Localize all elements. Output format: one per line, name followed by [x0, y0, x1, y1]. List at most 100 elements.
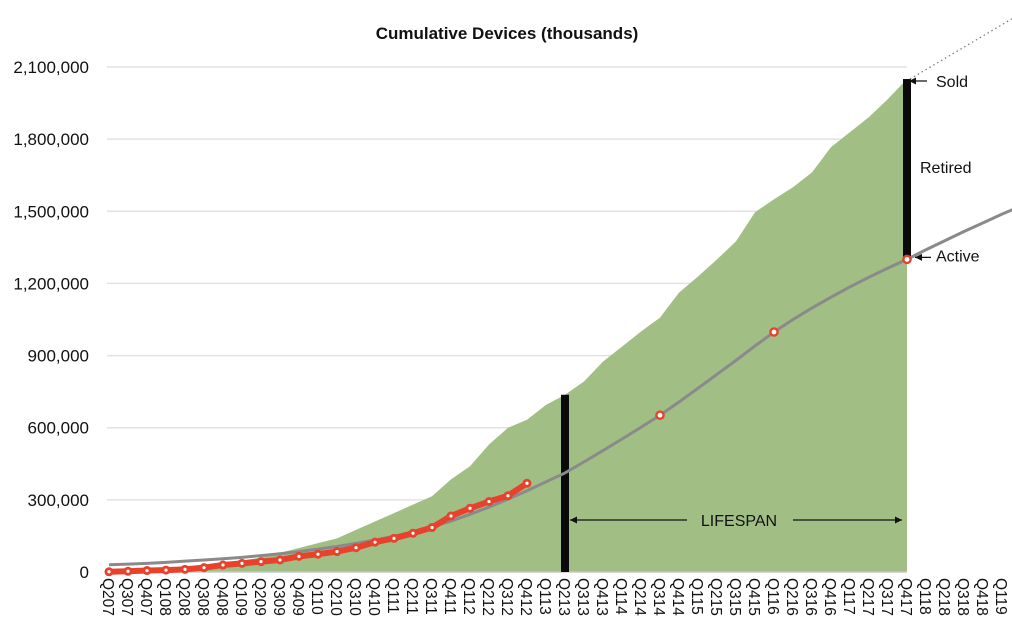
x-tick-label: Q217	[859, 578, 876, 616]
lifespan-bar	[903, 79, 911, 260]
active-point-center	[297, 554, 301, 558]
x-tick-label: Q117	[840, 578, 857, 615]
x-tick-label: Q210	[327, 578, 344, 616]
x-tick-label: Q315	[726, 578, 743, 616]
annotations: Sold Retired Active LIFESPAN	[701, 74, 980, 530]
plot-area	[104, 18, 1012, 577]
active-point-center	[392, 536, 396, 540]
chart-title: Cumulative Devices (thousands)	[376, 24, 639, 43]
x-tick-label: Q114	[612, 578, 629, 615]
y-tick-label: 300,000	[28, 491, 89, 510]
x-tick-label: Q208	[175, 578, 192, 616]
lifespan-label: LIFESPAN	[701, 513, 777, 530]
x-tick-label: Q116	[764, 578, 781, 615]
x-tick-label: Q310	[346, 578, 363, 616]
x-tick-label: Q409	[289, 578, 306, 616]
x-tick-label: Q316	[802, 578, 819, 616]
active-point-center	[487, 499, 491, 504]
x-tick-label: Q110	[308, 578, 325, 615]
active-point-center	[525, 481, 529, 485]
y-axis: 0 300,000 600,000 900,000 1,200,000 1,500,000…	[13, 58, 89, 582]
x-tick-label: Q313	[574, 578, 591, 616]
projection-line	[909, 18, 1012, 80]
active-point-center	[316, 552, 320, 556]
active-point-center	[183, 567, 187, 571]
active-point-center	[449, 514, 453, 518]
lifespan-arrow-left-head	[570, 516, 577, 524]
x-tick-label: Q308	[194, 578, 211, 616]
x-tick-label: Q317	[878, 578, 895, 616]
x-tick-label: Q111	[384, 578, 401, 614]
sold-arrow-head	[909, 77, 916, 85]
active-point	[769, 327, 779, 337]
area-sold	[109, 79, 907, 573]
x-tick-label: Q416	[821, 578, 838, 616]
x-tick-label: Q412	[517, 578, 534, 616]
active-point-center	[107, 570, 111, 574]
active-point-center	[240, 561, 244, 565]
x-tick-label: Q118	[916, 578, 933, 615]
x-tick-label: Q119	[992, 578, 1009, 615]
x-tick-label: Q311	[422, 578, 439, 615]
lifespan-bar	[561, 394, 569, 572]
active-point-center	[145, 568, 149, 573]
active-point-center	[411, 531, 415, 535]
x-tick-label: Q211	[403, 578, 420, 615]
x-tick-label: Q413	[593, 578, 610, 616]
x-axis: Q207 Q307 Q407 Q108 Q208 Q308 Q408 Q109 Q209 Q309…	[99, 578, 1012, 616]
x-tick-label: Q212	[479, 578, 496, 616]
active-point-center	[373, 540, 377, 544]
gridlines	[107, 66, 907, 501]
active-point-center	[468, 506, 472, 510]
x-tick-label: Q418	[973, 578, 990, 616]
x-tick-label: Q312	[498, 578, 515, 616]
x-tick-label: Q214	[631, 578, 648, 616]
active-point-center	[221, 563, 225, 567]
active-point	[902, 254, 912, 265]
x-tick-label: Q307	[118, 578, 135, 616]
retired-label: Retired	[920, 160, 972, 177]
active-label: Active	[936, 248, 980, 265]
x-tick-label: Q408	[213, 578, 230, 616]
y-tick-label: 900,000	[28, 347, 89, 366]
active-point-center	[259, 560, 263, 564]
active-point-center	[278, 558, 282, 562]
y-tick-label: 1,200,000	[13, 274, 89, 293]
x-tick-label: Q407	[137, 578, 154, 616]
x-tick-label: Q109	[232, 578, 249, 616]
x-tick-label: Q318	[954, 578, 971, 616]
x-tick-label: Q213	[555, 578, 572, 616]
active-point-center	[335, 549, 339, 554]
active-point	[655, 410, 665, 421]
active-point-center	[164, 568, 168, 572]
y-tick-label: 1,500,000	[13, 202, 89, 221]
x-tick-label: Q411	[441, 578, 458, 615]
sold-label: Sold	[936, 74, 968, 91]
x-tick-label: Q417	[897, 578, 914, 616]
y-tick-label: 0	[80, 563, 89, 582]
x-tick-label: Q113	[536, 578, 553, 615]
x-tick-label: Q112	[460, 578, 477, 615]
active-point-center	[126, 569, 130, 573]
active-point-center	[506, 494, 510, 498]
y-tick-label: 1,800,000	[13, 130, 89, 149]
active-point-center	[202, 566, 206, 570]
x-tick-label: Q207	[99, 578, 116, 616]
fit-curve	[108, 208, 1012, 567]
x-tick-label: Q218	[935, 578, 952, 616]
y-tick-label: 600,000	[28, 419, 89, 438]
y-tick-label: 2,100,000	[13, 58, 89, 77]
active-point-center	[354, 546, 358, 550]
active-arrow-head	[915, 253, 922, 261]
x-tick-label: Q209	[251, 578, 268, 616]
x-tick-label: Q414	[669, 578, 686, 616]
x-tick-label: Q415	[745, 578, 762, 616]
x-tick-label: Q216	[783, 578, 800, 616]
x-tick-label: Q309	[270, 578, 287, 616]
x-tick-label: Q215	[707, 578, 724, 616]
lifespan-arrow-right-head	[895, 516, 902, 524]
x-tick-label: Q115	[688, 578, 705, 615]
x-tick-label: Q314	[650, 578, 667, 616]
active-point-center	[430, 525, 434, 530]
